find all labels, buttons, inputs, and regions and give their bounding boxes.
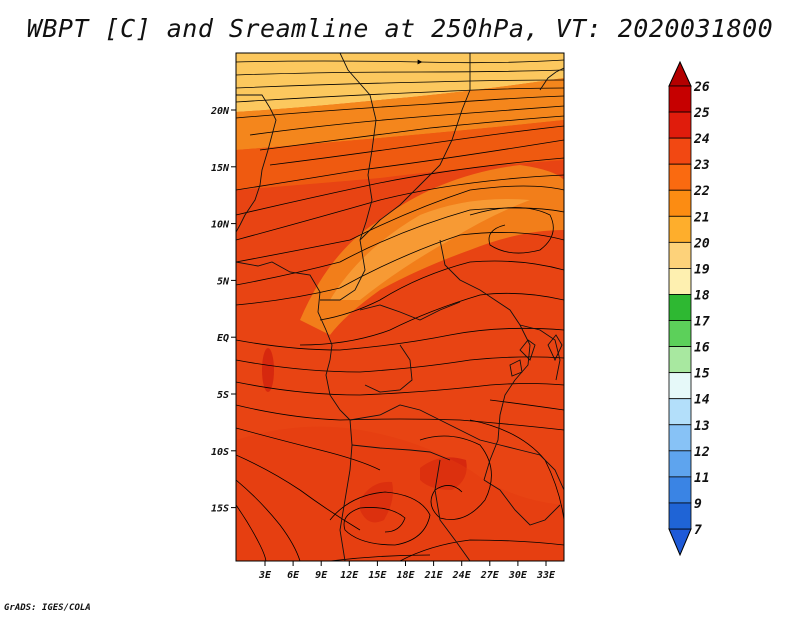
wbpt-field-north-orange (236, 78, 564, 150)
lon-tick-label: 3E (258, 570, 272, 581)
colorbar-segment (668, 476, 692, 504)
lon-tick-label: 27E (480, 570, 500, 581)
latitude-axis: 20N 15N 10N 5N EQ 5S 10S 15S (210, 106, 236, 515)
lon-tick-label: 15E (368, 570, 387, 581)
colorbar-segment (668, 241, 692, 269)
colorbar-segment (668, 424, 692, 452)
lat-tick-label: 15N (211, 163, 230, 174)
colorbar-label: 26 (693, 80, 710, 95)
lon-tick-label: 12E (340, 570, 359, 581)
map-frame (235, 52, 565, 562)
colorbar-label: 24 (693, 132, 710, 147)
country-borders (236, 53, 564, 561)
colorbar-segment (668, 111, 692, 139)
wbpt-field-south (236, 426, 564, 561)
lat-tick-label: 20N (210, 106, 230, 117)
wbpt-spot-southeast (420, 457, 467, 490)
lon-tick-label: 30E (508, 570, 528, 581)
colorbar-segments (668, 85, 692, 530)
wbpt-spot-west (262, 348, 274, 392)
colorbar-top-arrow (668, 60, 692, 87)
colorbar-segment (668, 268, 692, 295)
colorbar-segment (668, 346, 692, 374)
colorbar-label: 23 (693, 158, 710, 173)
lon-tick-label: 33E (536, 570, 556, 581)
grads-credit: GrADS: IGES/COLA (4, 603, 91, 613)
colorbar-label: 11 (694, 471, 710, 486)
lat-tick-label: 5S (217, 390, 229, 401)
colorbar-segment (668, 163, 692, 191)
colorbar-label: 16 (694, 341, 710, 356)
lat-tick-label: 15S (211, 504, 229, 515)
colorbar-segment (668, 372, 692, 400)
lat-tick-label: 10N (211, 220, 230, 231)
colorbar-segment (668, 294, 692, 321)
colorbar-segment (668, 215, 692, 243)
wbpt-field-tongue-core (330, 199, 530, 300)
colorbar-label: 21 (693, 210, 710, 225)
colorbar-label: 9 (694, 497, 702, 512)
colorbar-segment (668, 398, 692, 426)
lat-tick-label: 10S (211, 447, 229, 458)
colorbar-segment (668, 320, 692, 347)
colorbar-label: 22 (693, 184, 710, 199)
colorbar-label: 15 (694, 367, 710, 382)
colorbar-label: 17 (694, 315, 710, 330)
colorbar-segment (668, 450, 692, 478)
colorbar-segment (668, 502, 692, 530)
lon-tick-label: 6E (287, 570, 300, 581)
colorbar-segment (668, 137, 692, 165)
streamlines (236, 59, 564, 561)
lat-tick-label: EQ (217, 333, 229, 344)
colorbar-label: 7 (694, 523, 702, 538)
lat-tick-label: 5N (217, 276, 230, 287)
lon-tick-label: 21E (424, 570, 444, 581)
longitude-axis: 3E 6E 9E 12E 15E 18E 21E 24E 27E 30E 33E (258, 561, 556, 581)
colorbar-label: 19 (694, 262, 710, 277)
colorbar-label: 18 (694, 288, 710, 303)
colorbar-label: 14 (694, 393, 710, 408)
lon-tick-label: 18E (396, 570, 415, 581)
wbpt-field-north-dark (236, 120, 564, 190)
colorbar-label: 25 (693, 106, 710, 121)
colorbar-labels: 26 25 24 23 22 21 20 19 18 17 16 15 14 13 12 11 9 7 (693, 80, 710, 538)
lon-tick-label: 9E (315, 570, 328, 581)
colorbar-segment (668, 189, 692, 217)
lon-tick-label: 24E (452, 570, 472, 581)
map-panel (236, 53, 564, 561)
colorbar-bottom-arrow (668, 528, 692, 557)
colorbar-label: 13 (694, 419, 710, 434)
chart-title: WBPT [C] and Sreamline at 250hPa, VT: 20… (26, 14, 774, 43)
colorbar-label: 20 (693, 236, 710, 251)
colorbar: 26 25 24 23 22 21 20 19 18 17 16 15 14 13 12 11 9 7 (668, 60, 710, 557)
colorbar-segment (668, 85, 692, 113)
colorbar-label: 12 (694, 445, 710, 460)
